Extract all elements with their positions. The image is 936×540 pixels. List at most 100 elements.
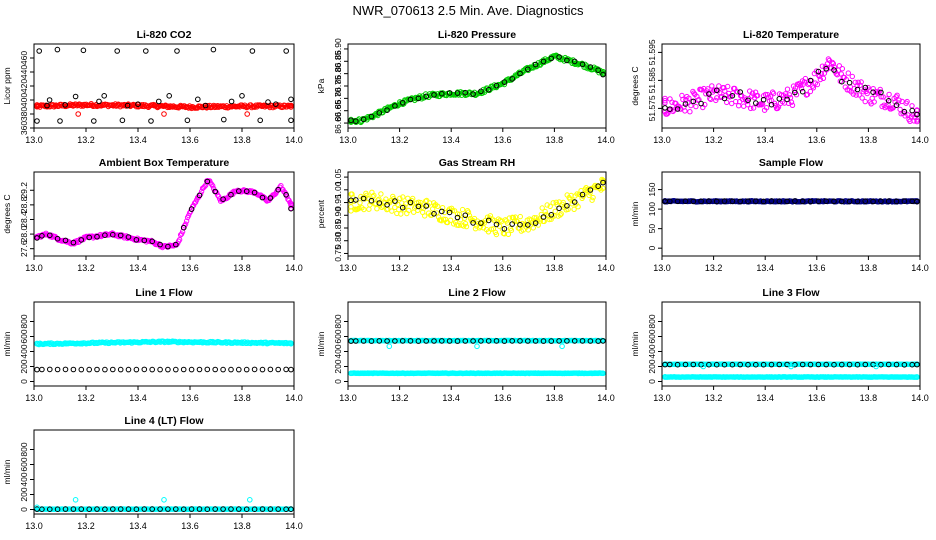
data-point: [552, 208, 558, 215]
y-tick-label: 1.00: [333, 181, 343, 198]
data-point: [858, 79, 864, 85]
x-tick-label: 13.4: [442, 135, 460, 145]
calibration-point: [462, 338, 469, 344]
x-tick-label: 13.0: [653, 135, 671, 145]
calibration-point: [259, 194, 266, 201]
calibration-point: [173, 506, 179, 512]
data-point: [161, 111, 167, 117]
calibration-point: [384, 107, 390, 113]
calibration-point: [47, 506, 53, 513]
calibration-point: [571, 199, 578, 205]
data-point: [124, 102, 131, 109]
calibration-point: [878, 198, 884, 205]
calibration-point: [392, 103, 398, 109]
calibration-point: [267, 366, 274, 373]
calibration-point: [721, 198, 728, 204]
y-tick-label: 51.595: [647, 39, 657, 65]
calibration-point: [110, 506, 116, 512]
chart-title: Gas Stream RH: [439, 157, 515, 169]
calibration-point: [110, 366, 116, 373]
data-point: [807, 88, 814, 95]
data-point: [909, 103, 915, 109]
data-point: [348, 204, 354, 210]
plot-frame: [347, 171, 607, 257]
data-point: [571, 206, 577, 213]
data-point: [708, 96, 714, 103]
calibration-point: [54, 506, 61, 513]
x-tick-label: 14.0: [911, 393, 929, 403]
calibration-point: [275, 366, 282, 373]
calibration-point: [54, 366, 61, 373]
calibration-point: [70, 366, 77, 373]
calibration-point: [288, 205, 294, 212]
data-point: [453, 222, 460, 228]
plot-frame: [33, 301, 295, 387]
calibration-point: [251, 366, 258, 373]
calibration-point: [47, 366, 53, 373]
data-point: [814, 81, 821, 88]
calibration-point: [259, 366, 266, 373]
x-tick-label: 14.0: [285, 263, 303, 273]
series-calibration-points: [348, 54, 606, 124]
calibration-point: [353, 338, 359, 344]
data-point: [288, 202, 294, 209]
calibration-point: [729, 198, 736, 205]
data-point: [894, 92, 900, 99]
data-point: [801, 79, 808, 85]
data-point: [439, 205, 446, 211]
y-tick-label: 800: [19, 314, 29, 328]
data-point: [371, 192, 377, 199]
data-point: [375, 197, 381, 203]
calibration-point: [846, 198, 853, 205]
calibration-point: [212, 188, 218, 195]
data-point: [247, 497, 253, 503]
x-tick-label: 13.8: [233, 393, 251, 403]
y-tick-label: 600: [647, 329, 657, 343]
calibration-point: [228, 191, 234, 198]
calibration-point: [854, 198, 861, 205]
data-point: [797, 82, 804, 89]
calibration-point: [117, 232, 124, 239]
data-point: [871, 99, 877, 105]
calibration-point: [667, 198, 673, 205]
chart-line2: Line 2 Flow ml/min 13.0 13.2 13.4 13.6 13.8 14.…: [316, 287, 615, 403]
series-calibration-points: [34, 506, 294, 513]
data-point: [696, 96, 702, 103]
data-point: [542, 208, 548, 215]
calibration-point: [204, 178, 211, 185]
plot-frame: [661, 301, 921, 387]
calibration-point: [914, 361, 920, 368]
y-tick-label: 200: [19, 359, 29, 373]
calibration-point: [117, 506, 124, 512]
data-point: [210, 46, 217, 53]
x-tick-label: 13.0: [25, 263, 43, 273]
calibration-point: [62, 366, 69, 373]
data-point: [804, 91, 811, 98]
data-point: [395, 103, 401, 109]
y-tick-label: 400: [19, 472, 29, 486]
y-tick-label: 29.2: [19, 182, 29, 199]
data-point: [880, 94, 886, 100]
calibration-point: [86, 366, 92, 373]
calibration-point: [399, 338, 406, 344]
y-tick-label: 28.8: [19, 196, 29, 213]
series-pressure-all-: [348, 52, 606, 126]
calibration-point: [784, 198, 790, 205]
series-flagged: [75, 111, 250, 117]
data-point: [586, 192, 592, 199]
calibration-point: [600, 338, 606, 344]
calibration-point: [384, 338, 390, 344]
calibration-point: [62, 506, 69, 512]
x-tick-label: 13.6: [181, 135, 199, 145]
calibration-point: [587, 187, 594, 193]
calibration-point: [854, 361, 861, 368]
series-calibration-points: [34, 46, 294, 124]
x-tick-label: 13.8: [860, 263, 878, 273]
calibration-point: [34, 366, 40, 373]
data-point: [575, 204, 581, 210]
data-point: [415, 207, 421, 214]
data-point: [896, 97, 902, 103]
calibration-point: [540, 214, 547, 220]
y-tick-label: 600: [19, 329, 29, 343]
data-point: [463, 223, 470, 230]
